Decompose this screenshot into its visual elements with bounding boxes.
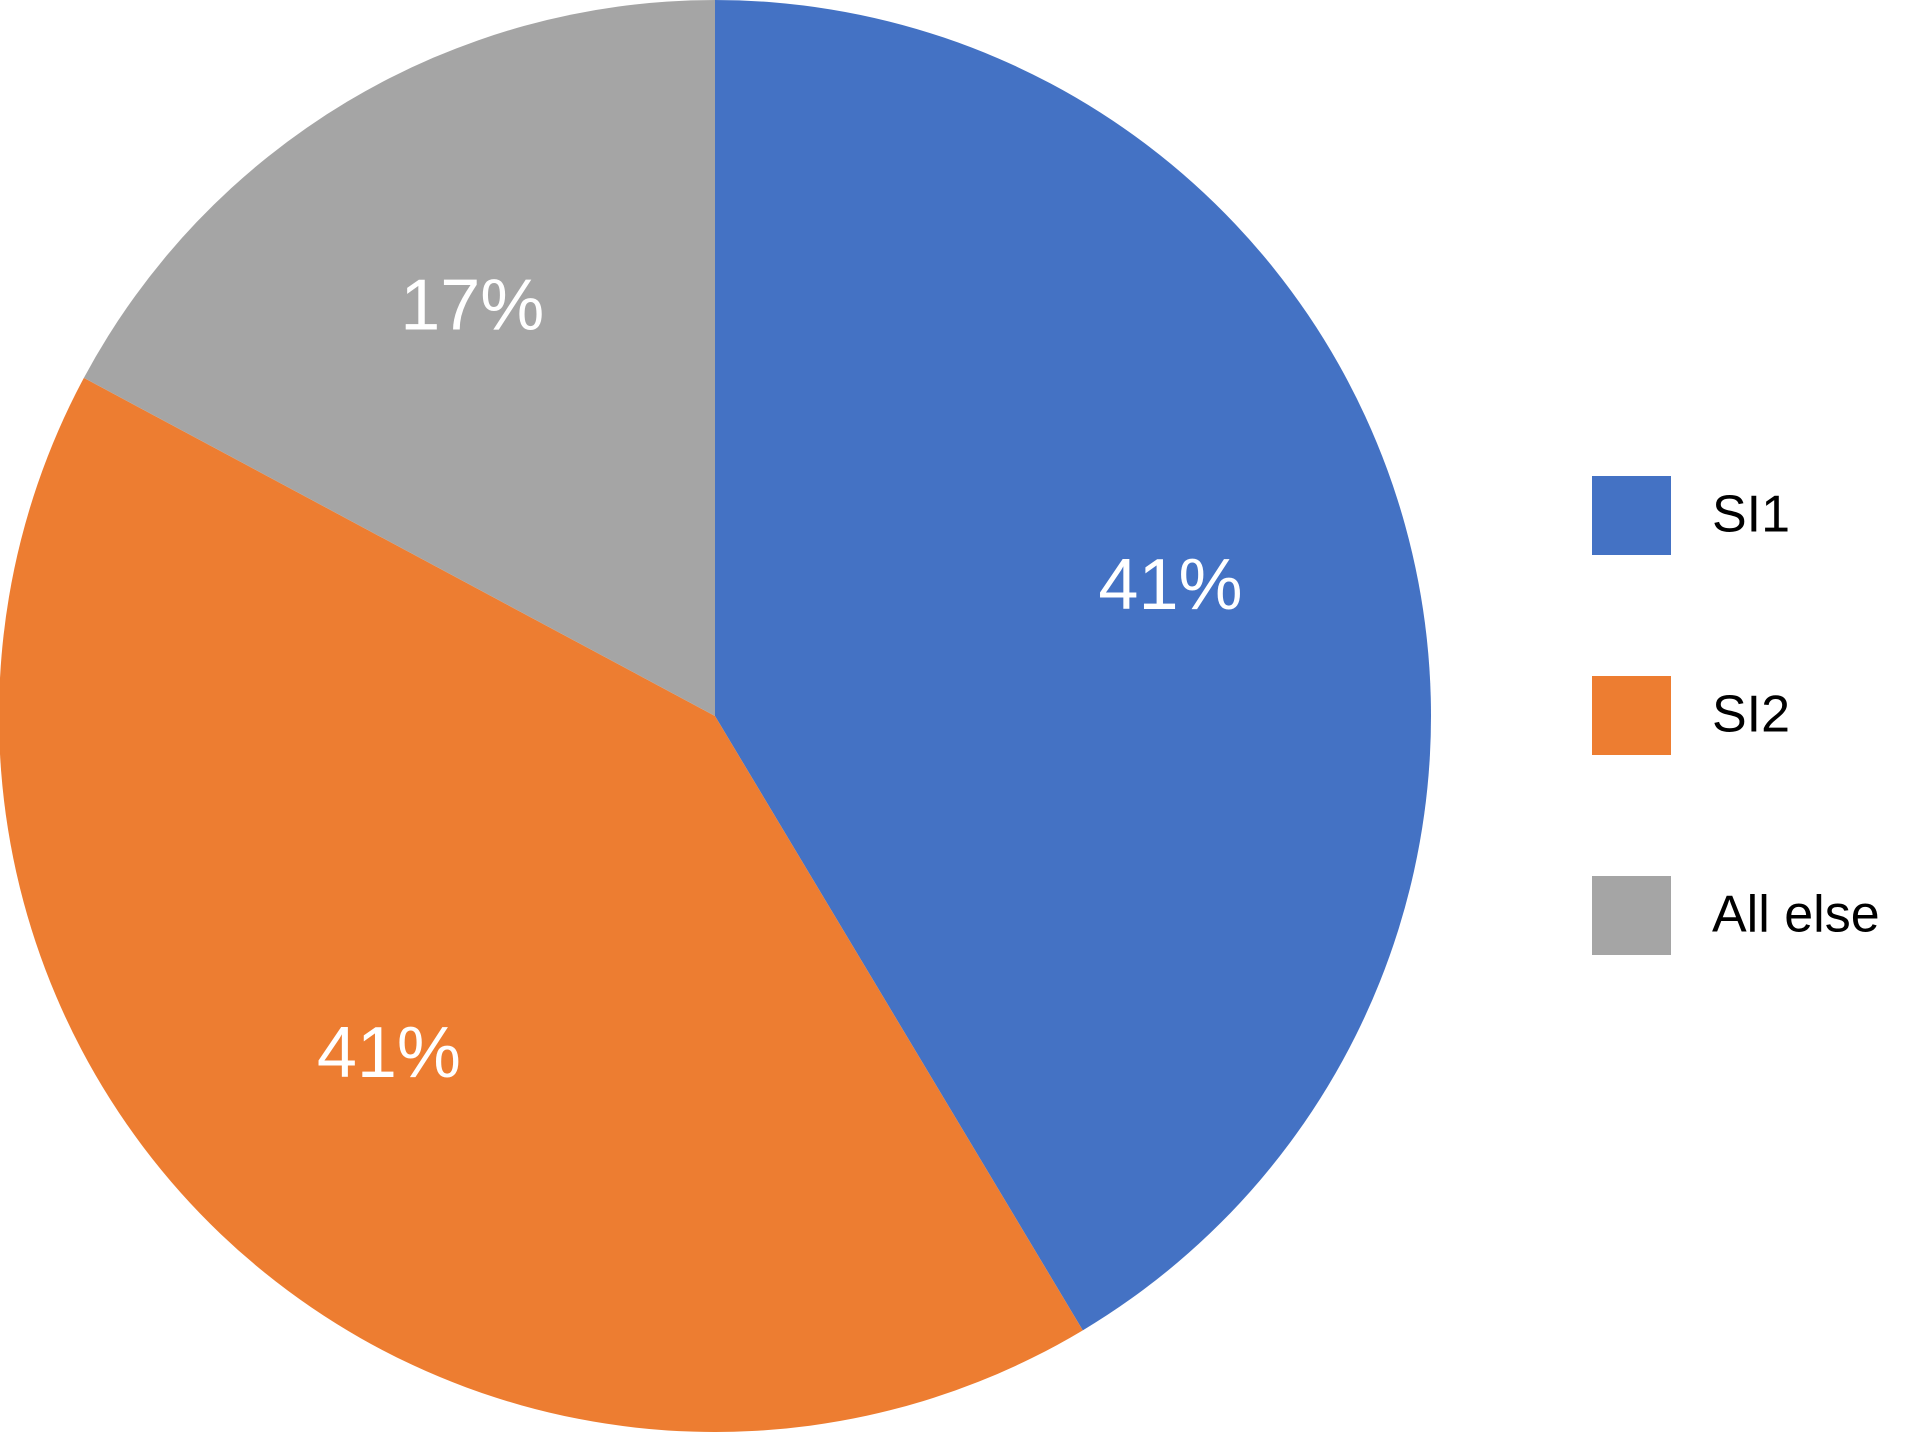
pie-slice bbox=[715, 0, 1431, 1331]
legend-swatch bbox=[1592, 476, 1671, 555]
pie-slice bbox=[83, 0, 715, 716]
slice-label: 41% bbox=[317, 1013, 461, 1093]
legend-swatch bbox=[1592, 676, 1671, 755]
slice-label: 17% bbox=[400, 266, 544, 346]
legend-swatch bbox=[1592, 876, 1671, 955]
slice-label: 41% bbox=[1098, 545, 1242, 625]
legend-label: All else bbox=[1712, 886, 1880, 944]
legend-label: SI2 bbox=[1712, 686, 1790, 744]
pie-slice bbox=[0, 377, 1083, 1432]
legend-label: SI1 bbox=[1712, 486, 1790, 544]
